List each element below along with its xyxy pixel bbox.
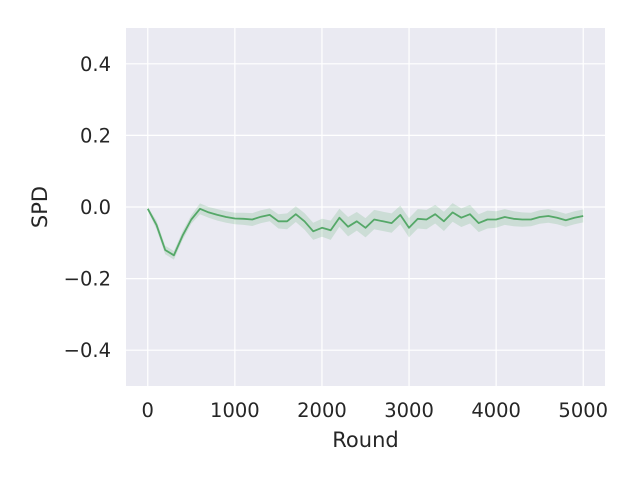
spd-series-line: [147, 207, 584, 257]
y-tick-label: 0.2: [80, 124, 111, 147]
x-tick-label: 4000: [471, 399, 521, 422]
x-axis-title: Round: [332, 428, 398, 452]
x-tick-label: 0: [142, 399, 154, 422]
x-tick-label: 2000: [297, 399, 347, 422]
x-tick-label: 3000: [384, 399, 434, 422]
y-tick-label: 0.0: [80, 196, 111, 219]
y-gridlines: [126, 63, 605, 351]
x-tick-labels: 0 1000 2000 3000 4000 5000: [142, 399, 608, 422]
y-tick-labels: −0.4 −0.2 0.0 0.2 0.4: [64, 53, 111, 362]
y-tick-label: −0.2: [64, 268, 111, 291]
y-tick-label: 0.4: [80, 53, 111, 76]
y-tick-label: −0.4: [64, 339, 111, 362]
x-tick-label: 1000: [210, 399, 260, 422]
y-axis-title: SPD: [28, 186, 52, 228]
x-tick-label: 5000: [558, 399, 608, 422]
